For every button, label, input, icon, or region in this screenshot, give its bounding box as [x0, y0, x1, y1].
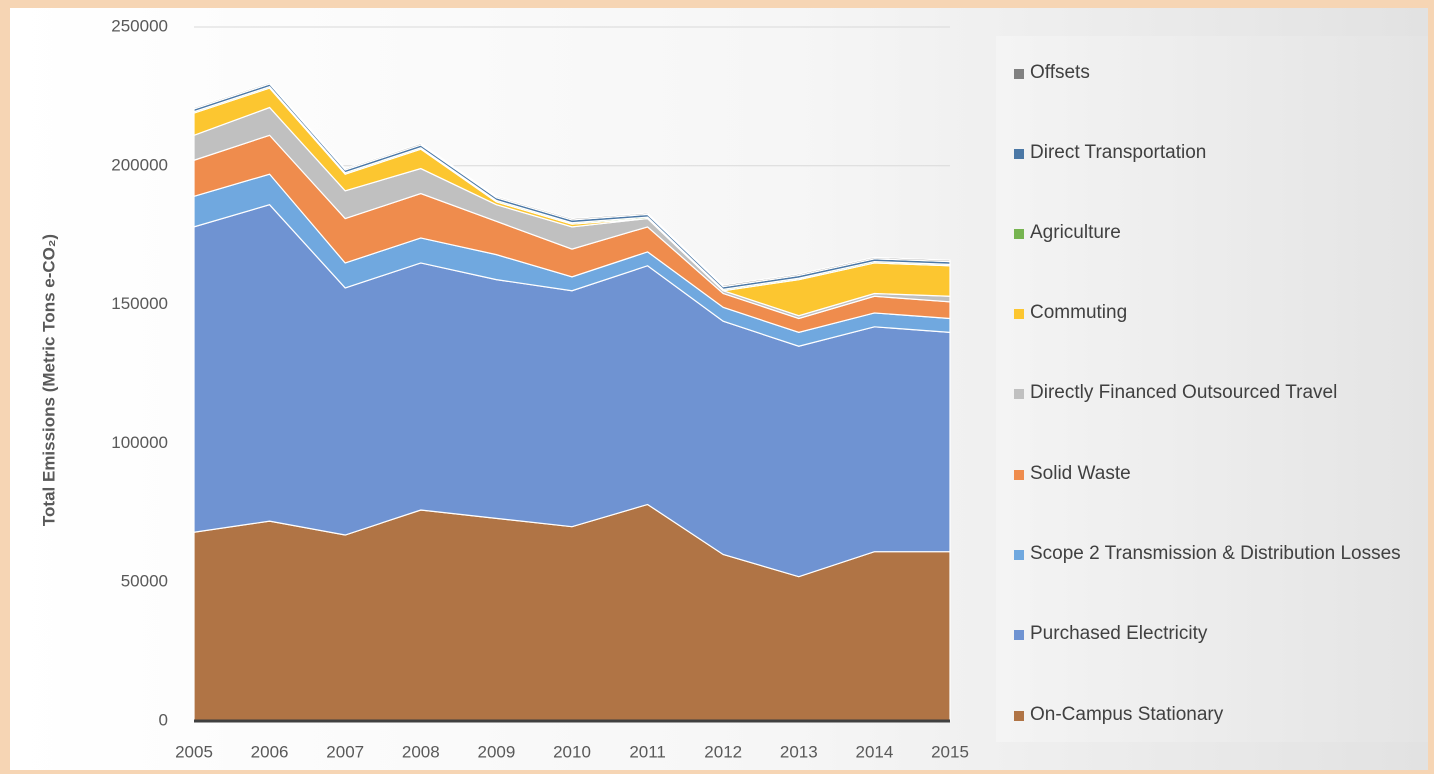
- legend-label: Scope 2 Transmission & Distribution Loss…: [1030, 543, 1401, 564]
- area: [193, 81, 951, 288]
- legend-swatch: [1014, 711, 1024, 721]
- legend-label: Direct Transportation: [1030, 142, 1207, 163]
- legend-item: Solid Waste: [1014, 459, 1414, 489]
- legend-item: Commuting: [1014, 298, 1414, 328]
- legend-swatch: [1014, 550, 1024, 560]
- legend-swatch: [1014, 69, 1024, 79]
- legend-swatch: [1014, 309, 1024, 319]
- legend-item: Purchased Electricity: [1014, 619, 1414, 649]
- chart: Total Emissions (Metric Tons e-CO₂) 0 500…: [39, 16, 969, 761]
- legend-label: Commuting: [1030, 302, 1128, 323]
- legend-item: Agriculture: [1014, 218, 1414, 248]
- x-tick-label: 2007: [326, 742, 364, 761]
- y-tick-label: 200000: [111, 155, 168, 174]
- y-tick-label: 50000: [121, 572, 168, 591]
- x-tick-label: 2013: [780, 742, 818, 761]
- legend-swatch: [1014, 630, 1024, 640]
- y-tick-label: 150000: [111, 294, 168, 313]
- legend-swatch: [1014, 149, 1024, 159]
- x-tick-label: 2009: [477, 742, 515, 761]
- legend-item: Directly Financed Outsourced Travel: [1014, 378, 1414, 408]
- x-tick-label: 2008: [402, 742, 440, 761]
- legend-item: Offsets: [1014, 58, 1414, 88]
- y-tick-label: 100000: [111, 433, 168, 452]
- x-tick-label: 2014: [855, 742, 893, 761]
- y-axis-label: Total Emissions (Metric Tons e-CO₂): [39, 234, 58, 526]
- legend-item: Scope 2 Transmission & Distribution Loss…: [1014, 539, 1414, 569]
- x-tick-label: 2006: [251, 742, 289, 761]
- x-tick-label: 2010: [553, 742, 591, 761]
- legend-item: Direct Transportation: [1014, 138, 1414, 168]
- legend-label: Offsets: [1030, 62, 1090, 83]
- legend-label: Solid Waste: [1030, 463, 1131, 484]
- x-tick-label: 2015: [931, 742, 969, 761]
- legend-label: Directly Financed Outsourced Travel: [1030, 382, 1338, 403]
- legend: Offsets Direct Transportation Agriculture C…: [996, 36, 1428, 742]
- y-tick-label: 250000: [111, 16, 168, 35]
- x-tick-label: 2005: [175, 742, 213, 761]
- legend-item: On-Campus Stationary: [1014, 700, 1414, 730]
- x-tick-label: 2012: [704, 742, 742, 761]
- legend-label: Agriculture: [1030, 222, 1121, 243]
- legend-swatch: [1014, 229, 1024, 239]
- y-tick-label: 0: [159, 710, 168, 729]
- x-tick-label: 2011: [629, 742, 666, 761]
- legend-swatch: [1014, 389, 1024, 399]
- legend-label: Purchased Electricity: [1030, 623, 1208, 644]
- legend-label: On-Campus Stationary: [1030, 704, 1224, 725]
- legend-swatch: [1014, 470, 1024, 480]
